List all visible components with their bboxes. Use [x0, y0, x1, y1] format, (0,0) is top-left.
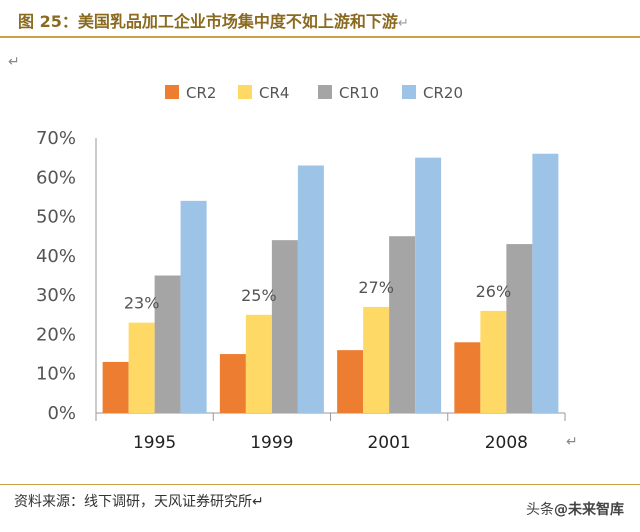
figure-footer: 资料来源：线下调研，天风证券研究所↵ 头条@未来智库: [0, 484, 640, 532]
x-tick-label: 1999: [250, 433, 293, 453]
y-tick-label: 20%: [36, 324, 76, 345]
figure-header: 图 25：美国乳品加工企业市场集中度不如上游和下游↵: [0, 0, 640, 38]
y-tick-label: 70%: [36, 128, 76, 149]
y-tick-label: 30%: [36, 285, 76, 306]
x-tick-label: 1995: [133, 433, 176, 453]
return-mark: ↵: [566, 434, 578, 450]
bar: [128, 322, 155, 413]
legend-swatch: [165, 85, 179, 99]
bar: [363, 306, 390, 413]
bar: [297, 165, 324, 413]
figure-title: 图 25：美国乳品加工企业市场集中度不如上游和下游↵: [18, 12, 409, 31]
bar: [415, 157, 442, 413]
return-mark: ↵: [8, 54, 20, 70]
data-annotation: 26%: [476, 282, 512, 301]
bar: [102, 361, 129, 413]
watermark: 头条@未来智库: [526, 502, 624, 518]
legend-label: CR20: [423, 84, 463, 102]
bar: [271, 240, 298, 413]
legend-label: CR10: [339, 84, 379, 102]
x-tick-label: 2001: [367, 433, 410, 453]
bar: [180, 200, 207, 413]
legend-swatch: [402, 85, 416, 99]
bar: [219, 354, 246, 413]
y-tick-label: 60%: [36, 167, 76, 188]
data-annotation: 25%: [241, 286, 277, 305]
legend-label: CR2: [186, 84, 216, 102]
bar: [337, 350, 364, 413]
bar: [532, 153, 559, 413]
data-annotation: 27%: [358, 278, 394, 297]
y-tick-label: 40%: [36, 246, 76, 267]
bar: [454, 342, 481, 413]
y-tick-label: 50%: [36, 207, 76, 228]
y-tick-label: 10%: [36, 364, 76, 385]
bar: [245, 314, 272, 413]
source-note: 资料来源：线下调研，天风证券研究所↵: [14, 494, 264, 510]
bar: [154, 275, 181, 413]
legend-swatch: [318, 85, 332, 99]
bar: [480, 310, 507, 413]
bar: [389, 236, 416, 413]
x-tick-label: 2008: [485, 433, 528, 453]
return-mark: ↵: [397, 16, 409, 31]
legend-swatch: [238, 85, 252, 99]
legend-label: CR4: [259, 84, 289, 102]
y-tick-label: 0%: [47, 403, 76, 424]
bar: [506, 244, 533, 413]
bar-chart: CR2 CR4 CR10 CR20 0% 10% 20% 30% 40% 50% 60% 70% 199…: [36, 84, 578, 453]
data-annotation: 23%: [124, 294, 160, 313]
